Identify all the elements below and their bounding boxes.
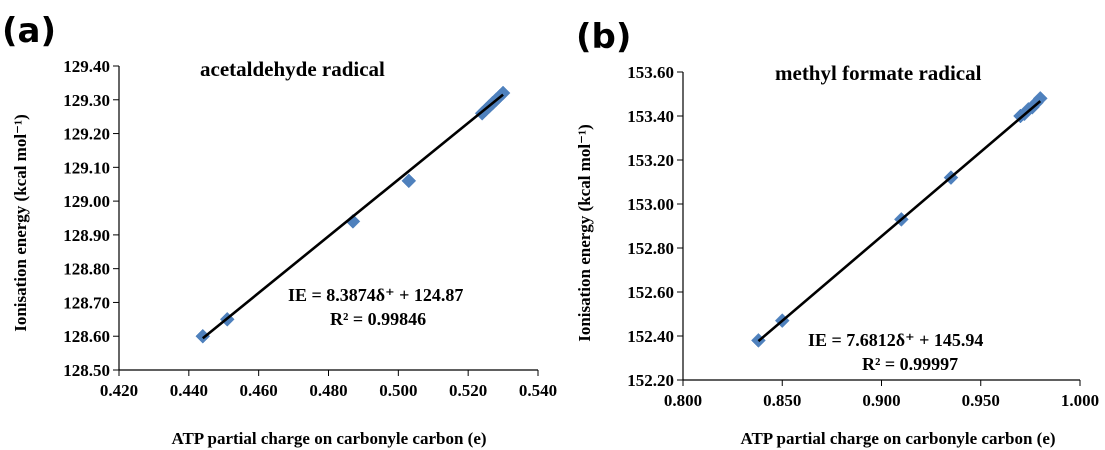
y-tick-label: 128.70	[63, 293, 110, 312]
y-axis-label: Ionisation energy (kcal mol⁻¹)	[11, 114, 30, 332]
chart-title: methyl formate radical	[775, 61, 982, 85]
y-tick-label: 128.80	[63, 260, 110, 279]
chart-panel-a: (a) acetaldehyde radical 128.50128.60128…	[2, 11, 557, 448]
data-point	[1032, 91, 1048, 106]
trendline-group	[757, 100, 1042, 343]
y-tick-label: 153.60	[627, 63, 674, 82]
y-tick-label: 129.40	[63, 57, 110, 76]
r-squared-label: R² = 0.99846	[330, 309, 426, 329]
x-tick-label: 0.460	[240, 381, 278, 400]
y-tick-label: 129.10	[63, 158, 110, 177]
x-tick-label: 0.540	[519, 381, 557, 400]
x-tick-label: 0.420	[100, 381, 138, 400]
chart-title: acetaldehyde radical	[200, 57, 385, 81]
x-tick-labels: 0.800 0.850 0.900 0.950 1.000	[664, 380, 1099, 410]
x-tick-label: 0.800	[664, 391, 702, 410]
x-tick-label: 0.500	[379, 381, 417, 400]
y-tick-label: 128.60	[63, 327, 110, 346]
y-tick-label: 128.50	[63, 361, 110, 380]
x-axis-label: ATP partial charge on carbonyle carbon (…	[171, 429, 486, 448]
x-tick-label: 0.440	[170, 381, 208, 400]
regression-equation: IE = 7.6812δ⁺ + 145.94	[808, 330, 983, 350]
trendline	[201, 93, 504, 340]
x-axis-label: ATP partial charge on carbonyle carbon (…	[740, 429, 1055, 448]
y-tick-label: 129.30	[63, 91, 110, 110]
y-tick-label: 128.90	[63, 226, 110, 245]
r-squared-label: R² = 0.99997	[862, 354, 958, 374]
y-tick-label: 153.40	[627, 107, 674, 126]
axes	[118, 66, 538, 371]
trendline-group	[201, 93, 504, 340]
x-tick-label: 0.520	[449, 381, 487, 400]
x-tick-label: 0.950	[962, 391, 1000, 410]
y-tick-label: 153.20	[627, 151, 674, 170]
y-tick-label: 152.80	[627, 239, 674, 258]
data-point	[401, 173, 417, 189]
trendline	[757, 100, 1042, 343]
chart-panel-b: (b) methyl formate radical 152.20152.401…	[575, 17, 1099, 448]
y-tick-labels: 152.20 152.40 152.60 152.80 153.00 153.20 153.…	[627, 63, 683, 390]
x-tick-label: 0.900	[862, 391, 900, 410]
y-tick-label: 152.20	[627, 371, 674, 390]
y-tick-label: 129.20	[63, 125, 110, 144]
x-tick-label: 0.480	[309, 381, 347, 400]
data-point	[195, 328, 211, 344]
regression-equation: IE = 8.3874δ⁺ + 124.87	[288, 285, 463, 305]
y-tick-label: 129.00	[63, 192, 110, 211]
x-tick-labels: 0.420 0.440 0.460 0.480 0.500 0.520 0.540	[100, 370, 557, 400]
y-tick-label: 152.40	[627, 327, 674, 346]
y-tick-label: 152.60	[627, 283, 674, 302]
x-tick-label: 0.850	[763, 391, 801, 410]
panel-label: (a)	[2, 11, 56, 51]
y-tick-label: 153.00	[627, 195, 674, 214]
y-axis-label: Ionisation energy (kcal mol⁻¹)	[575, 124, 594, 342]
y-tick-labels: 128.50 128.60 128.70 128.80 128.90 129.00 129.…	[63, 57, 119, 380]
x-tick-label: 1.000	[1061, 391, 1099, 410]
panel-label: (b)	[576, 17, 631, 57]
